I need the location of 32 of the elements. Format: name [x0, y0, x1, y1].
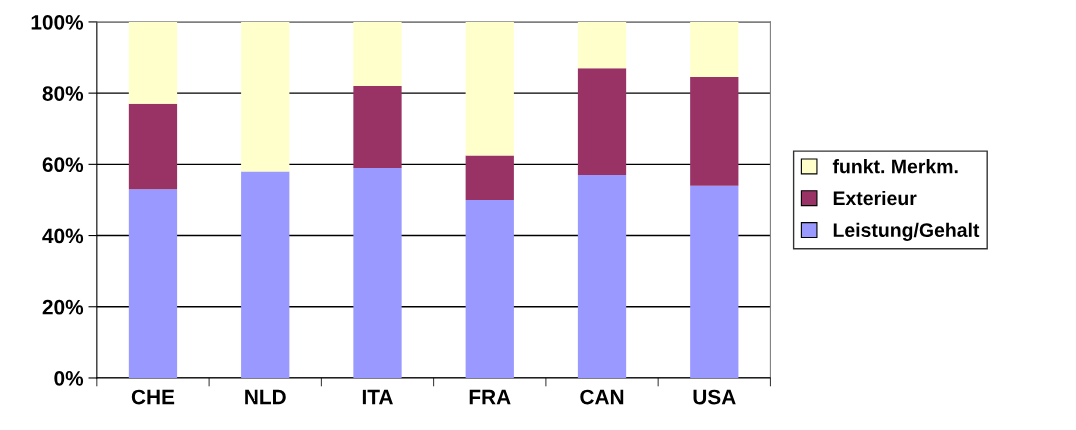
- bar: [690, 77, 739, 186]
- bar: [128, 189, 178, 378]
- bar: [577, 68, 627, 176]
- bar: [690, 21, 739, 78]
- y-tick-label: 80%: [42, 86, 84, 101]
- bar: [128, 21, 178, 104]
- bar: [577, 21, 627, 69]
- y-tick-label: 40%: [42, 228, 84, 244]
- bar: [465, 199, 514, 378]
- y-tick-label: 0%: [54, 370, 84, 386]
- bar: [241, 171, 290, 378]
- x-tick-label: USA: [693, 389, 736, 405]
- bar: [353, 86, 402, 168]
- bar: [690, 185, 739, 378]
- x-tick-label: CAN: [580, 389, 624, 405]
- x-tick-label: FRA: [469, 389, 511, 405]
- bar: [465, 21, 514, 156]
- y-tick-label: 20%: [42, 299, 84, 315]
- legend-label: Leistung/Gehalt: [833, 222, 980, 241]
- x-tick-label: NLD: [245, 389, 286, 405]
- y-tick-label: 100%: [31, 14, 84, 30]
- y-tick-label: 60%: [42, 157, 84, 173]
- bar: [465, 155, 514, 200]
- x-tick-label: ITA: [362, 389, 393, 405]
- bar: [241, 21, 290, 172]
- legend-label: funkt. Merkm.: [832, 159, 958, 174]
- bar: [577, 175, 627, 378]
- bar: [128, 103, 178, 190]
- bar: [353, 167, 402, 378]
- bar: [353, 21, 402, 87]
- legend-label: Exterieur: [833, 190, 917, 206]
- x-tick-label: CHE: [131, 389, 175, 405]
